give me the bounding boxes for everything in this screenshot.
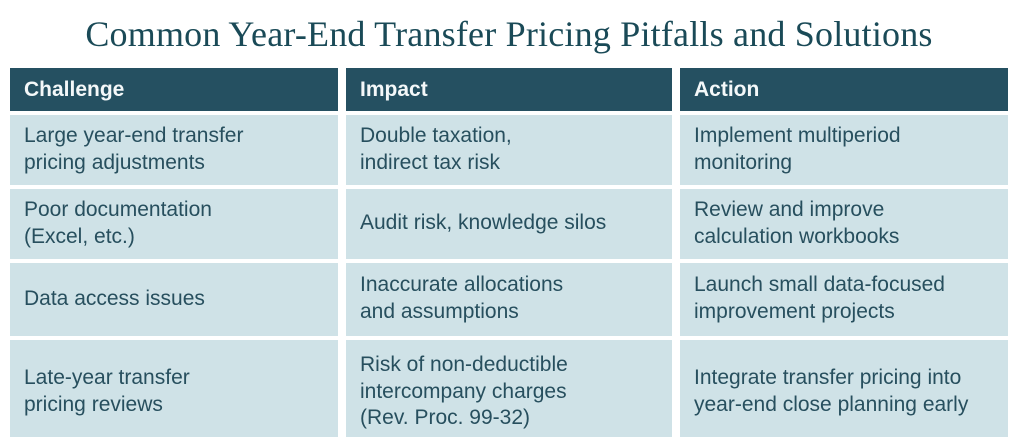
table-cell: Launch small data-focused improvement pr…: [680, 262, 1008, 336]
page-title: Common Year-End Transfer Pricing Pitfall…: [85, 14, 933, 54]
column-header-impact: Impact: [346, 68, 672, 111]
table-cell: Integrate transfer pricing into year-end…: [680, 339, 1008, 437]
table-cell: Large year-end transfer pricing adjustme…: [10, 115, 338, 185]
table-cell: Poor documentation (Excel, etc.): [10, 188, 338, 259]
column-header-challenge: Challenge: [10, 68, 338, 111]
table-header-row: Challenge Impact Action: [10, 68, 1008, 111]
table-cell: Risk of non-deductible intercompany char…: [346, 339, 672, 437]
table-cell: Double taxation, indirect tax risk: [346, 115, 672, 185]
table-cell: Inaccurate allocations and assumptions: [346, 262, 672, 336]
table-cell: Data access issues: [10, 262, 338, 336]
column-header-action: Action: [680, 68, 1008, 111]
table-cell: Audit risk, knowledge silos: [346, 188, 672, 259]
table-row: Data access issues Inaccurate allocations…: [10, 262, 1008, 336]
table-cell: Review and improve calculation workbooks: [680, 188, 1008, 259]
table-row: Poor documentation (Excel, etc.) Audit ri…: [10, 188, 1008, 259]
table-row: Late-year transfer pricing reviews Risk o…: [10, 339, 1008, 437]
table-body: Large year-end transfer pricing adjustme…: [10, 115, 1008, 437]
table-cell: Late-year transfer pricing reviews: [10, 339, 338, 437]
table-cell: Implement multiperiod monitoring: [680, 115, 1008, 185]
pitfalls-table: Challenge Impact Action Large year-end tra…: [10, 68, 1008, 437]
table-row: Large year-end transfer pricing adjustme…: [10, 115, 1008, 185]
